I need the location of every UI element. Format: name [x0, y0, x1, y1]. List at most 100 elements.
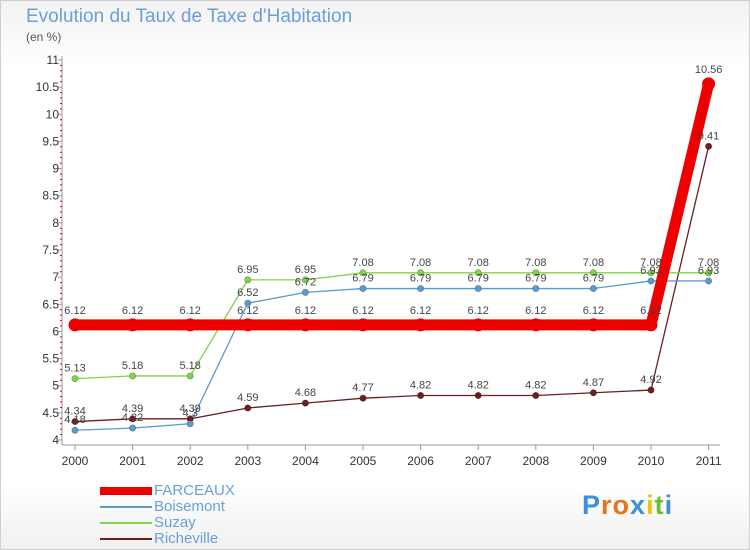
x-tick-label: 2008 — [522, 454, 549, 468]
x-tick-label: 2001 — [119, 454, 146, 468]
data-labels: 4.34 4.39 4.39 4.59 4.68 4.77 4.82 4.82 4.82 4.87… — [64, 64, 722, 426]
data-point-suzay — [71, 375, 79, 383]
series-line-boisemont — [74, 280, 709, 431]
data-label-suzay: 7.08 — [698, 257, 719, 269]
data-label-farceaux: 6.12 — [122, 305, 143, 317]
y-tick-label: 4 — [52, 433, 59, 447]
data-point-farceaux — [702, 77, 716, 91]
data-label-richeville: 4.39 — [179, 403, 200, 415]
data-label-richeville: 4.82 — [525, 379, 546, 391]
data-label-richeville: 4.59 — [237, 392, 258, 404]
data-point-suzay — [647, 269, 655, 277]
proxiti-logo: Proxiti — [582, 490, 673, 521]
series-line-richeville — [74, 146, 710, 423]
y-tick-label: 4.5 — [42, 406, 59, 420]
data-point-farceaux — [183, 318, 197, 332]
data-point-suzay — [129, 372, 137, 380]
y-tick-label: 7 — [52, 270, 59, 284]
data-point-suzay — [301, 276, 309, 284]
data-point-boisemont — [474, 285, 482, 293]
data-point-farceaux — [126, 318, 140, 332]
data-point-richeville — [705, 142, 713, 150]
data-point-farceaux — [298, 318, 312, 332]
data-point-richeville — [647, 386, 655, 394]
data-label-boisemont: 4.18 — [64, 414, 85, 426]
data-point-farceaux — [529, 318, 543, 332]
data-point-farceaux — [414, 318, 428, 332]
data-label-suzay: 6.95 — [295, 264, 316, 276]
data-label-suzay: 7.08 — [467, 257, 488, 269]
y-tick-label: 9.5 — [42, 134, 59, 148]
legend-label-farceaux: FARCEAUX — [154, 482, 235, 499]
legend-label-suzay: Suzay — [154, 514, 196, 531]
y-tick-label: 10 — [46, 107, 60, 121]
data-label-richeville: 9.41 — [698, 130, 719, 142]
data-point-boisemont — [417, 285, 425, 293]
axes: 4 4.5 5 5.5 6 6.5 7 7.5 8 8.5 9 9.5 10 10.5 11 2000 2001… — [36, 53, 722, 468]
x-tick-label: 2002 — [177, 454, 204, 468]
data-label-farceaux: 6.12 — [237, 305, 258, 317]
data-label-richeville: 4.82 — [467, 379, 488, 391]
data-label-suzay: 5.18 — [179, 360, 200, 372]
data-point-suzay — [186, 372, 194, 380]
data-point-suzay — [244, 276, 252, 284]
data-point-richeville — [532, 391, 540, 399]
data-label-boisemont: 6.79 — [352, 273, 373, 285]
data-label-boisemont: 6.79 — [467, 273, 488, 285]
x-tick-label: 2006 — [407, 454, 434, 468]
data-label-richeville: 4.82 — [410, 379, 431, 391]
data-point-suzay — [474, 269, 482, 277]
legend-swatch-richeville — [100, 538, 152, 540]
x-tick-label: 2007 — [465, 454, 492, 468]
data-point-richeville — [417, 391, 425, 399]
data-point-boisemont — [589, 285, 597, 293]
data-label-boisemont: 6.79 — [410, 273, 431, 285]
data-label-boisemont: 4.22 — [122, 412, 143, 424]
data-label-suzay: 5.18 — [122, 360, 143, 372]
data-point-suzay — [532, 269, 540, 277]
data-label-richeville: 4.68 — [295, 387, 316, 399]
data-label-farceaux: 6.12 — [583, 305, 604, 317]
data-point-suzay — [589, 269, 597, 277]
logo-letter: t — [654, 490, 665, 520]
data-point-farceaux — [356, 318, 370, 332]
data-point-richeville — [474, 391, 482, 399]
data-label-boisemont: 6.93 — [640, 265, 661, 277]
legend-swatch-boisemont — [100, 506, 152, 508]
legend-label-boisemont: Boisemont — [154, 498, 225, 515]
series-line-suzay — [74, 272, 709, 380]
x-tick-label: 2010 — [638, 454, 665, 468]
data-label-richeville: 4.77 — [352, 382, 373, 394]
data-point-boisemont — [71, 426, 79, 434]
data-point-boisemont — [532, 285, 540, 293]
data-point-richeville — [71, 418, 79, 426]
data-label-suzay: 7.08 — [640, 257, 661, 269]
logo-letter: r — [601, 490, 613, 520]
data-point-boisemont — [647, 277, 655, 285]
data-label-boisemont: 4.3 — [183, 408, 198, 420]
data-point-farceaux — [644, 318, 658, 332]
y-tick-label: 11 — [47, 53, 60, 67]
data-label-farceaux: 6.12 — [179, 305, 200, 317]
data-label-suzay: 7.08 — [583, 257, 604, 269]
data-label-suzay: 5.13 — [64, 363, 85, 375]
logo-letter: P — [582, 490, 602, 520]
data-label-suzay: 7.08 — [410, 257, 431, 269]
data-point-suzay — [417, 269, 425, 277]
data-point-boisemont — [705, 277, 713, 285]
data-label-farceaux: 10.56 — [695, 64, 723, 76]
data-point-farceaux — [586, 318, 600, 332]
data-label-farceaux: 6.12 — [64, 305, 85, 317]
data-point-boisemont — [359, 285, 367, 293]
data-point-suzay — [359, 269, 367, 277]
x-tick-label: 2005 — [350, 454, 377, 468]
data-label-richeville: 4.39 — [122, 403, 143, 415]
data-point-farceaux — [241, 318, 255, 332]
data-label-farceaux: 6.12 — [640, 305, 661, 317]
series-points — [68, 77, 716, 434]
data-label-farceaux: 6.12 — [295, 305, 316, 317]
logo-letter: i — [664, 490, 674, 520]
data-label-suzay: 7.08 — [352, 257, 373, 269]
